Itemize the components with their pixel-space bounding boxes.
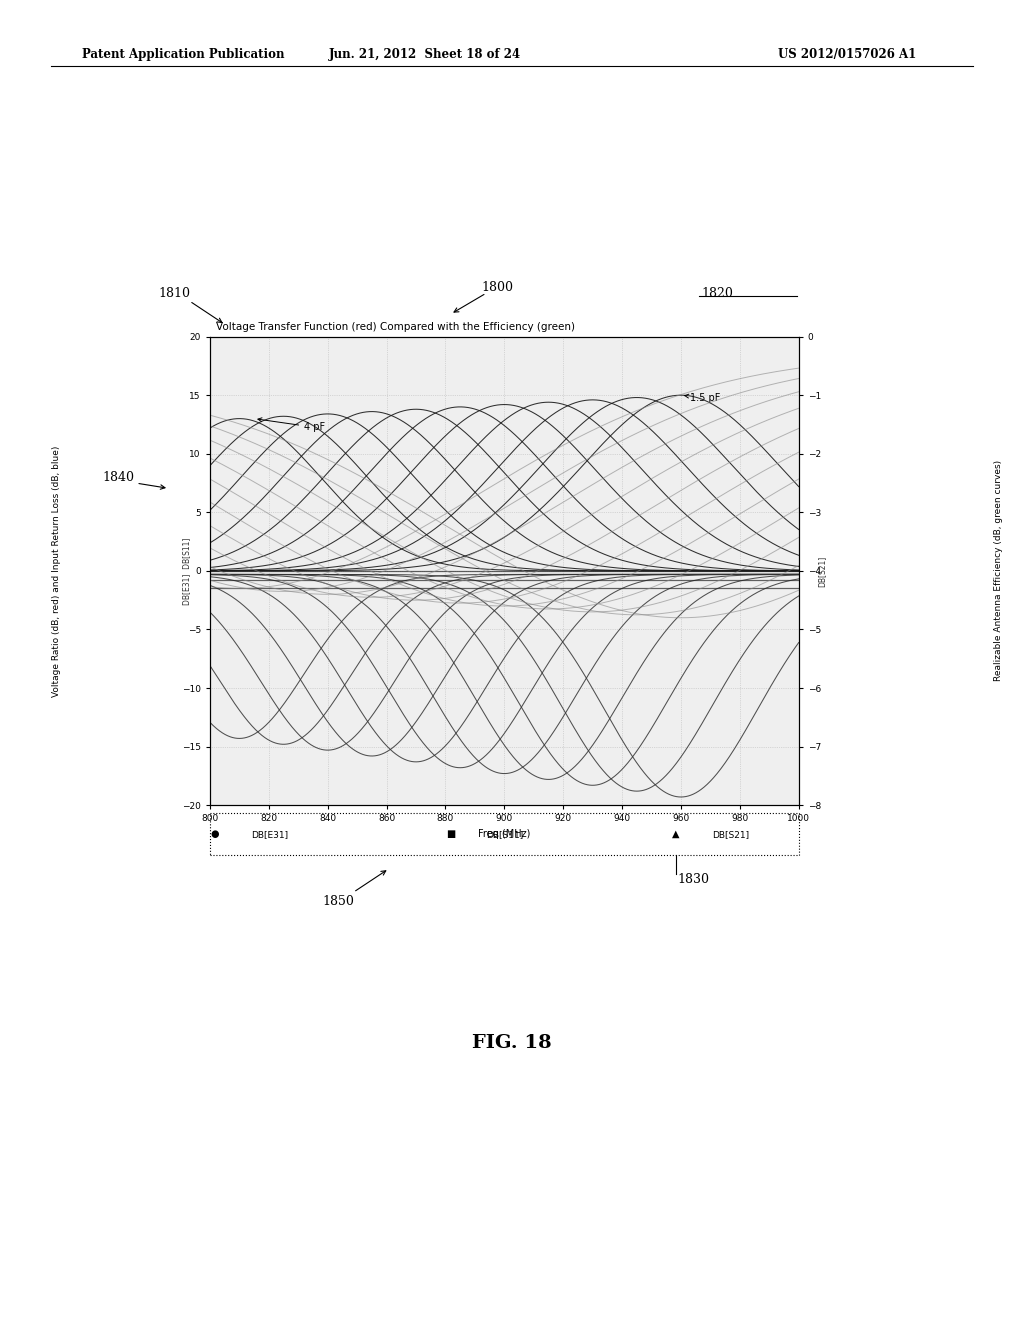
Text: 4 pF: 4 pF	[258, 418, 326, 433]
Text: ●: ●	[211, 829, 219, 840]
Text: FIG. 18: FIG. 18	[472, 1034, 552, 1052]
Text: DB[S21]: DB[S21]	[712, 830, 749, 838]
Text: Jun. 21, 2012  Sheet 18 of 24: Jun. 21, 2012 Sheet 18 of 24	[329, 48, 521, 61]
Text: DB[E31]: DB[E31]	[251, 830, 288, 838]
X-axis label: Freq (MHz): Freq (MHz)	[478, 829, 530, 838]
Text: DB[S21]: DB[S21]	[818, 556, 826, 586]
Text: US 2012/0157026 A1: US 2012/0157026 A1	[778, 48, 916, 61]
Text: 1840: 1840	[102, 471, 134, 484]
Text: Voltage Ratio (dB, red) and Input Return Loss (dB, blue): Voltage Ratio (dB, red) and Input Return…	[52, 445, 60, 697]
Text: Patent Application Publication: Patent Application Publication	[82, 48, 285, 61]
Text: DB[E31]  DB[S11]: DB[E31] DB[S11]	[182, 537, 190, 605]
Text: DB[S11]: DB[S11]	[486, 830, 523, 838]
Text: ■: ■	[445, 829, 456, 840]
Text: 1.5 pF: 1.5 pF	[684, 393, 720, 403]
Text: Realizable Antenna Efficiency (dB, green curves): Realizable Antenna Efficiency (dB, green…	[994, 461, 1002, 681]
Text: 1800: 1800	[481, 281, 513, 294]
Text: 1820: 1820	[701, 286, 733, 300]
Text: 1810: 1810	[159, 286, 190, 300]
Text: 1830: 1830	[678, 873, 710, 886]
Text: Voltage Transfer Function (red) Compared with the Efficiency (green): Voltage Transfer Function (red) Compared…	[216, 322, 574, 331]
Text: ▲: ▲	[672, 829, 680, 840]
Text: 1850: 1850	[323, 895, 354, 908]
